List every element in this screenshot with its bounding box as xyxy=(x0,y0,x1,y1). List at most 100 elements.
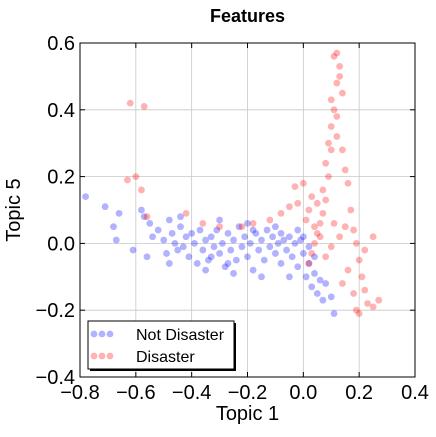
disaster-point xyxy=(361,246,369,254)
not-disaster-point xyxy=(277,260,285,267)
not-disaster-point xyxy=(258,273,265,281)
not-disaster-point xyxy=(188,229,196,237)
disaster-point xyxy=(285,203,293,211)
disaster-point xyxy=(361,286,369,294)
not-disaster-point xyxy=(129,246,137,254)
not-disaster-point xyxy=(146,219,154,227)
legend-marker-disaster xyxy=(106,352,114,360)
disaster-point xyxy=(249,219,257,227)
not-disaster-point xyxy=(216,250,223,257)
disaster-point xyxy=(140,103,148,110)
not-disaster-point xyxy=(191,240,198,247)
not-disaster-point xyxy=(288,253,296,261)
disaster-point xyxy=(327,146,335,154)
y-tick-label: 0.0 xyxy=(47,233,75,255)
disaster-point xyxy=(330,52,338,60)
not-disaster-point xyxy=(319,296,327,304)
not-disaster-point xyxy=(207,253,215,261)
disaster-point xyxy=(302,216,310,224)
not-disaster-point xyxy=(327,293,335,301)
not-disaster-point xyxy=(274,240,282,247)
not-disaster-point xyxy=(177,213,184,221)
disaster-point xyxy=(182,209,190,217)
not-disaster-point xyxy=(308,283,316,291)
disaster-point xyxy=(311,240,318,247)
disaster-point xyxy=(124,176,131,184)
not-disaster-point xyxy=(224,229,232,237)
disaster-point xyxy=(126,99,134,107)
not-disaster-point xyxy=(258,236,265,244)
not-disaster-point xyxy=(110,223,117,231)
not-disaster-point xyxy=(171,240,179,247)
disaster-point xyxy=(305,206,313,214)
not-disaster-point xyxy=(266,243,274,251)
not-disaster-point xyxy=(283,246,290,254)
legend: Not Disaster Disaster xyxy=(87,320,236,371)
disaster-point xyxy=(336,62,344,70)
disaster-point xyxy=(333,79,341,87)
not-disaster-point xyxy=(322,280,330,287)
not-disaster-point xyxy=(174,246,182,254)
data-layer xyxy=(82,49,383,317)
disaster-point xyxy=(308,193,316,201)
not-disaster-point xyxy=(285,233,293,241)
not-disaster-point xyxy=(196,226,204,234)
disaster-point xyxy=(355,310,363,317)
disaster-point xyxy=(319,209,327,217)
disaster-point xyxy=(266,216,274,224)
not-disaster-point xyxy=(294,226,302,234)
disaster-point xyxy=(322,253,330,261)
not-disaster-point xyxy=(255,246,263,254)
disaster-point xyxy=(333,113,341,120)
disaster-point xyxy=(311,223,318,231)
disaster-point xyxy=(352,240,360,247)
not-disaster-point xyxy=(311,270,318,277)
not-disaster-point xyxy=(101,203,109,211)
disaster-point xyxy=(344,179,352,187)
not-disaster-point xyxy=(227,246,235,254)
not-disaster-point xyxy=(216,216,223,224)
not-disaster-point xyxy=(179,243,187,251)
chart-title: Features xyxy=(210,6,285,26)
not-disaster-point xyxy=(202,236,210,244)
disaster-point xyxy=(238,223,246,231)
y-axis-label: Topic 5 xyxy=(3,178,25,241)
disaster-point xyxy=(339,146,346,154)
disaster-point xyxy=(341,223,349,231)
x-tick-label: 0.2 xyxy=(345,382,373,404)
disaster-point xyxy=(358,273,366,281)
not-disaster-point xyxy=(138,206,145,214)
disaster-point xyxy=(277,209,285,217)
y-tick-label: 0.6 xyxy=(47,33,75,55)
not-disaster-point xyxy=(299,233,307,241)
not-disaster-point xyxy=(202,266,210,274)
not-disaster-point xyxy=(165,216,173,224)
disaster-point xyxy=(308,250,316,257)
not-disaster-point xyxy=(294,263,302,271)
disaster-point xyxy=(316,233,324,241)
x-tick-label: −0.4 xyxy=(172,382,211,404)
legend-marker-disaster xyxy=(90,352,98,360)
not-disaster-point xyxy=(207,233,215,241)
not-disaster-point xyxy=(143,253,151,261)
x-tick-label: 0.0 xyxy=(289,382,317,404)
not-disaster-point xyxy=(277,229,285,237)
disaster-point xyxy=(305,260,313,267)
disaster-point xyxy=(350,226,357,234)
not-disaster-point xyxy=(249,266,257,274)
not-disaster-point xyxy=(230,236,237,244)
not-disaster-point xyxy=(246,240,254,247)
disaster-point xyxy=(333,49,341,57)
disaster-point xyxy=(339,280,346,287)
disaster-point xyxy=(322,196,330,204)
disaster-point xyxy=(350,290,357,297)
not-disaster-point xyxy=(224,260,232,267)
not-disaster-point xyxy=(165,260,173,267)
x-tick-label: 0.4 xyxy=(401,382,429,404)
y-tick-label: 0.2 xyxy=(47,167,75,189)
not-disaster-point xyxy=(221,263,229,271)
disaster-point xyxy=(322,159,330,167)
not-disaster-point xyxy=(260,256,268,264)
